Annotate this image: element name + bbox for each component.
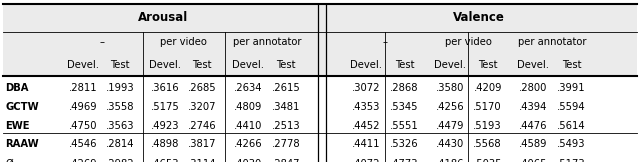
Text: .2800: .2800 xyxy=(519,83,547,93)
Text: .5175: .5175 xyxy=(151,102,179,112)
Text: Devel.: Devel. xyxy=(434,60,466,70)
Text: per annotator: per annotator xyxy=(518,37,587,47)
Text: .2982: .2982 xyxy=(106,159,134,162)
Text: .3558: .3558 xyxy=(106,102,134,112)
Text: .4479: .4479 xyxy=(436,121,464,131)
Text: .5551: .5551 xyxy=(390,121,419,131)
Text: .4410: .4410 xyxy=(234,121,262,131)
Text: .4898: .4898 xyxy=(151,139,179,149)
Text: Test: Test xyxy=(478,60,497,70)
Text: .4065: .4065 xyxy=(519,159,547,162)
Text: Test: Test xyxy=(111,60,130,70)
Text: .5568: .5568 xyxy=(474,139,502,149)
Text: Devel.: Devel. xyxy=(232,60,264,70)
Text: –: – xyxy=(383,37,388,47)
Text: .4353: .4353 xyxy=(352,102,380,112)
Text: .4411: .4411 xyxy=(352,139,380,149)
Text: Devel.: Devel. xyxy=(517,60,549,70)
Text: .3114: .3114 xyxy=(188,159,216,162)
Text: .3207: .3207 xyxy=(188,102,216,112)
Text: .4186: .4186 xyxy=(436,159,464,162)
FancyBboxPatch shape xyxy=(3,4,637,76)
Text: Test: Test xyxy=(395,60,414,70)
Text: .3616: .3616 xyxy=(151,83,179,93)
Text: Test: Test xyxy=(193,60,212,70)
Text: .4750: .4750 xyxy=(69,121,97,131)
Text: .1993: .1993 xyxy=(106,83,134,93)
Text: .5193: .5193 xyxy=(474,121,502,131)
Text: per annotator: per annotator xyxy=(233,37,301,47)
Text: .4653: .4653 xyxy=(151,159,179,162)
Text: .4072: .4072 xyxy=(352,159,380,162)
Text: .3817: .3817 xyxy=(188,139,216,149)
Text: .4256: .4256 xyxy=(436,102,464,112)
Text: .4589: .4589 xyxy=(519,139,547,149)
Text: EWE: EWE xyxy=(5,121,29,131)
Text: .4430: .4430 xyxy=(436,139,464,149)
Text: .2615: .2615 xyxy=(272,83,300,93)
Text: Devel.: Devel. xyxy=(350,60,382,70)
Text: per video: per video xyxy=(445,37,492,47)
Text: .5035: .5035 xyxy=(474,159,502,162)
Text: .4209: .4209 xyxy=(474,83,502,93)
Text: .2685: .2685 xyxy=(188,83,216,93)
Text: .2634: .2634 xyxy=(234,83,262,93)
Text: Valence: Valence xyxy=(452,11,505,23)
Text: .5345: .5345 xyxy=(390,102,419,112)
Text: .4266: .4266 xyxy=(234,139,262,149)
Text: .4476: .4476 xyxy=(519,121,547,131)
Text: .2868: .2868 xyxy=(390,83,419,93)
Text: Devel.: Devel. xyxy=(149,60,181,70)
Text: Arousal: Arousal xyxy=(138,11,188,23)
Text: .3991: .3991 xyxy=(557,83,586,93)
Text: .2814: .2814 xyxy=(106,139,134,149)
Text: .4030: .4030 xyxy=(234,159,262,162)
Text: Test: Test xyxy=(562,60,581,70)
Text: DBA: DBA xyxy=(5,83,29,93)
Text: .5594: .5594 xyxy=(557,102,586,112)
Text: .3072: .3072 xyxy=(352,83,380,93)
Text: .2513: .2513 xyxy=(272,121,300,131)
Text: .4394: .4394 xyxy=(519,102,547,112)
Text: .2746: .2746 xyxy=(188,121,216,131)
Text: Devel.: Devel. xyxy=(67,60,99,70)
Text: .2847: .2847 xyxy=(272,159,300,162)
Text: Ø: Ø xyxy=(5,159,13,162)
Text: .2811: .2811 xyxy=(69,83,97,93)
Text: .2778: .2778 xyxy=(272,139,300,149)
Text: .4773: .4773 xyxy=(390,159,419,162)
Text: .4969: .4969 xyxy=(69,102,97,112)
Text: .3580: .3580 xyxy=(436,83,464,93)
Text: .5173: .5173 xyxy=(557,159,586,162)
Text: .4923: .4923 xyxy=(151,121,179,131)
Text: –: – xyxy=(99,37,104,47)
Text: .5326: .5326 xyxy=(390,139,419,149)
Text: .5170: .5170 xyxy=(474,102,502,112)
Text: .4269: .4269 xyxy=(69,159,97,162)
Text: RAAW: RAAW xyxy=(5,139,39,149)
Text: per video: per video xyxy=(160,37,207,47)
Text: .3481: .3481 xyxy=(272,102,300,112)
Text: .5493: .5493 xyxy=(557,139,586,149)
Text: .5614: .5614 xyxy=(557,121,586,131)
Text: .3563: .3563 xyxy=(106,121,134,131)
Text: Test: Test xyxy=(276,60,296,70)
Text: GCTW: GCTW xyxy=(5,102,39,112)
Text: .4452: .4452 xyxy=(352,121,380,131)
Text: .4809: .4809 xyxy=(234,102,262,112)
Text: .4546: .4546 xyxy=(69,139,97,149)
